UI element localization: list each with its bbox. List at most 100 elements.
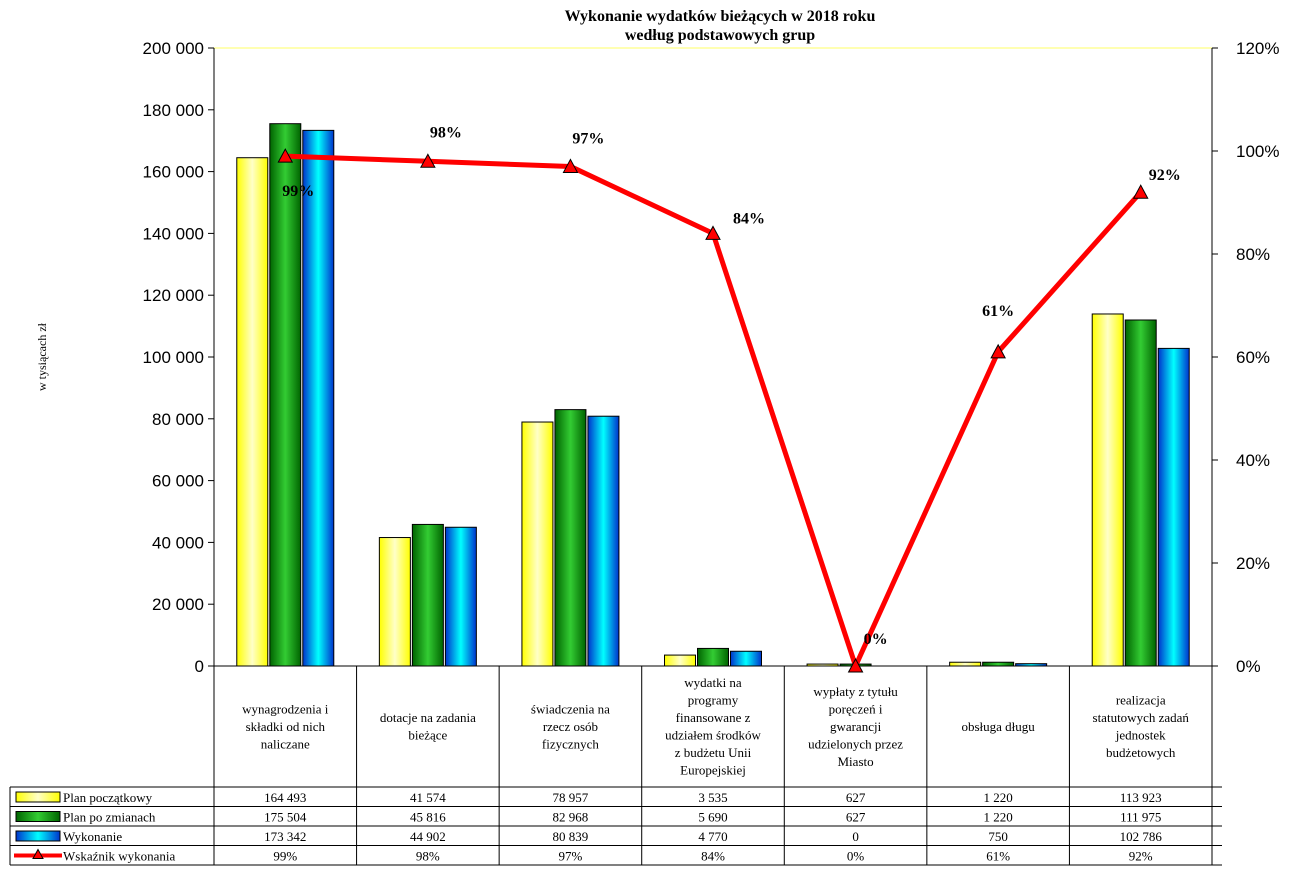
y-tick-label: 60 000	[152, 472, 204, 491]
table-cell: 164 493	[264, 790, 306, 805]
bar-plan-poczatkowy	[378, 537, 411, 667]
category-label: udzielonych przez	[808, 736, 903, 751]
y-tick-label: 40 000	[152, 533, 204, 552]
category-label: Miasto	[838, 754, 874, 769]
line-point-marker	[420, 153, 436, 168]
category-label: wydatki na	[684, 675, 742, 690]
table-cell: 627	[846, 790, 866, 805]
chart-title-line: Wykonanie wydatków bieżących w 2018 roku	[565, 8, 876, 25]
table-cell: 44 902	[410, 829, 446, 844]
chart-title-line: według podstawowych grup	[625, 27, 815, 44]
table-cell: 627	[846, 810, 866, 825]
line-point-marker	[705, 225, 721, 240]
table-cell: 0	[852, 829, 859, 844]
category-label: realizacja	[1116, 693, 1166, 708]
category-label: wynagrodzenia i	[242, 701, 329, 716]
category-label: rzecz osób	[543, 719, 598, 734]
point-label: 84%	[733, 210, 765, 227]
category-label: jednostek	[1115, 728, 1166, 743]
category-label: z budżetu Unii	[675, 745, 752, 760]
y-tick-label: 100 000	[143, 348, 204, 367]
data-table: wynagrodzenia i składki od nich naliczane d…	[9, 666, 1222, 866]
category-label: dotacje na zadania	[380, 710, 476, 725]
point-label: 61%	[982, 303, 1014, 320]
table-cell: 175 504	[264, 810, 307, 825]
category-label: programy	[688, 693, 739, 708]
point-label: 98%	[430, 124, 462, 141]
y2-tick-label: 120%	[1236, 39, 1279, 58]
y-tick-label: 160 000	[143, 163, 204, 182]
category-label: gwarancji	[830, 719, 882, 734]
y2-tick-label: 100%	[1236, 142, 1279, 161]
bar-wykonanie	[444, 526, 477, 667]
category-label: udziałem środków	[665, 728, 761, 743]
y-tick-label: 0	[195, 657, 204, 676]
bar-plan-po-zmianach	[554, 409, 587, 667]
legend-label: Plan początkowy	[63, 790, 153, 805]
legend-swatch	[15, 811, 61, 822]
table-cell: 111 975	[1120, 810, 1161, 825]
table-cell: 1 220	[984, 790, 1013, 805]
bar-plan-poczatkowy	[521, 421, 554, 667]
table-cell: 0%	[847, 849, 865, 864]
bar-plan-poczatkowy	[664, 654, 696, 667]
table-cell: 45 816	[410, 810, 446, 825]
table-cell: 78 957	[553, 790, 589, 805]
legend-label: Wskaźnik wykonania	[63, 849, 176, 864]
table-cell: 99%	[273, 849, 297, 864]
bar-wykonanie	[1157, 347, 1190, 667]
table-cell: 4 770	[698, 829, 727, 844]
table-cell: 92%	[1129, 849, 1153, 864]
bar-wykonanie	[302, 129, 335, 667]
legend-marker	[32, 848, 44, 859]
table-cell: 84%	[701, 849, 725, 864]
y2-tick-label: 0%	[1236, 657, 1261, 676]
category-label: finansowane z	[676, 710, 751, 725]
category-label: bieżące	[408, 728, 447, 743]
point-label: 92%	[1149, 167, 1181, 184]
bar-plan-poczatkowy	[236, 157, 269, 667]
point-label: 99%	[282, 183, 314, 200]
line-point-marker	[990, 343, 1006, 359]
category-label: naliczane	[261, 736, 310, 751]
y2-tick-label: 40%	[1236, 451, 1270, 470]
point-label: 97%	[572, 130, 604, 147]
legend-label: Plan po zmianach	[63, 810, 156, 825]
table-cell: 3 535	[698, 790, 727, 805]
category-label: budżetowych	[1106, 745, 1176, 760]
table-cell: 5 690	[698, 810, 727, 825]
bar-plan-po-zmianach	[1124, 319, 1157, 667]
line-point-marker	[847, 657, 864, 673]
table-cell: 82 968	[553, 810, 589, 825]
legend-swatch	[15, 830, 61, 842]
category-label: obsługa długu	[961, 719, 1035, 734]
y-tick-label: 120 000	[143, 286, 204, 305]
y2-tick-label: 20%	[1236, 554, 1270, 573]
bar-plan-po-zmianach	[982, 661, 1015, 667]
bar-plan-poczatkowy	[1091, 313, 1124, 667]
y2-tick-label: 80%	[1236, 245, 1270, 264]
table-cell: 750	[988, 829, 1008, 844]
table-cell: 61%	[986, 849, 1010, 864]
category-label: składki od nich	[246, 719, 326, 734]
y-tick-label: 180 000	[143, 101, 204, 120]
y-tick-label: 200 000	[143, 39, 204, 58]
y-tick-label: 80 000	[152, 410, 204, 429]
line-point-marker	[1132, 184, 1149, 199]
line-point-marker	[562, 158, 579, 173]
bar-plan-po-zmianach	[269, 123, 302, 667]
table-cell: 102 786	[1120, 829, 1163, 844]
line-point-marker	[277, 148, 294, 163]
table-cell: 80 839	[553, 829, 589, 844]
table-cell: 1 220	[984, 810, 1013, 825]
table-cell: 173 342	[264, 829, 306, 844]
point-label: 0%	[864, 631, 888, 648]
category-label: poręczeń i	[829, 701, 883, 716]
y-tick-label: 140 000	[143, 224, 204, 243]
bar-wykonanie	[587, 415, 620, 667]
legend-label: Wykonanie	[63, 829, 122, 844]
table-cell: 97%	[559, 849, 583, 864]
bar-plan-po-zmianach	[697, 647, 729, 667]
